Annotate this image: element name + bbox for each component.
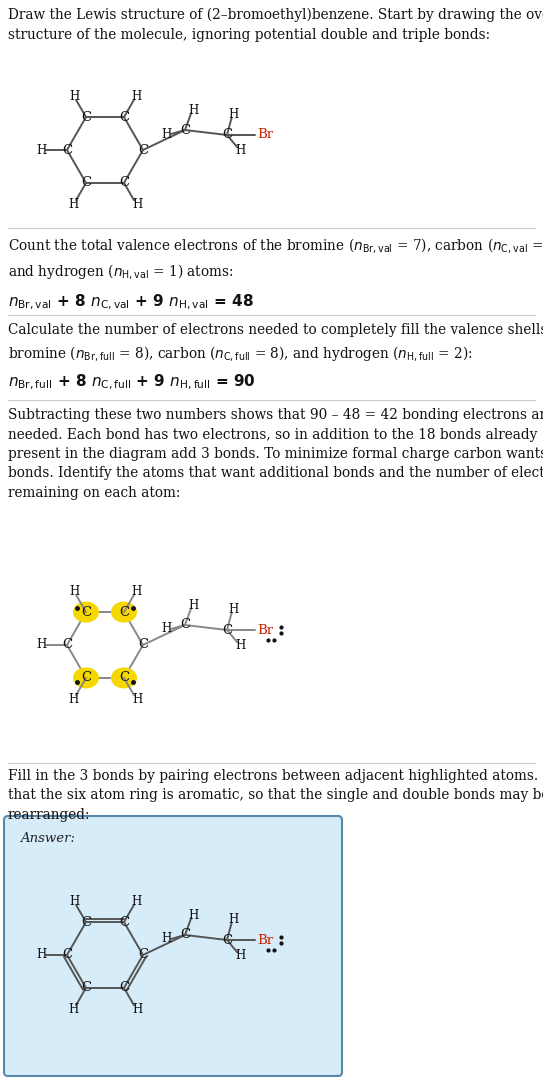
Text: H: H (188, 104, 198, 117)
Text: Count the total valence electrons of the bromine ($n_{\mathrm{Br,val}}$ = 7), ca: Count the total valence electrons of the… (8, 237, 543, 281)
Text: C: C (180, 619, 190, 632)
Text: H: H (36, 144, 46, 157)
Text: C: C (119, 982, 129, 995)
Text: $n_{\mathrm{Br,full}}$ + 8 $n_{\mathrm{C,full}}$ + 9 $n_{\mathrm{H,full}}$ = 90: $n_{\mathrm{Br,full}}$ + 8 $n_{\mathrm{C… (8, 373, 256, 392)
Text: Answer:: Answer: (20, 832, 75, 845)
Ellipse shape (73, 667, 99, 688)
Text: H: H (132, 692, 142, 705)
Text: C: C (138, 144, 148, 157)
Text: H: H (132, 198, 142, 211)
Text: H: H (229, 603, 239, 616)
Text: H: H (229, 913, 239, 927)
Text: Subtracting these two numbers shows that 90 – 48 = 42 bonding electrons are
need: Subtracting these two numbers shows that… (8, 408, 543, 500)
Text: H: H (131, 585, 141, 598)
Text: H: H (68, 198, 78, 211)
Text: H: H (235, 948, 245, 962)
Text: H: H (188, 908, 198, 921)
Text: C: C (81, 606, 91, 619)
Text: C: C (180, 123, 190, 136)
Text: H: H (69, 91, 79, 104)
Text: Br: Br (257, 129, 273, 141)
Ellipse shape (73, 602, 99, 622)
Text: Draw the Lewis structure of (2–bromoethyl)benzene. Start by drawing the overall
: Draw the Lewis structure of (2–bromoethy… (8, 8, 543, 42)
Text: $n_{\mathrm{Br,val}}$ + 8 $n_{\mathrm{C,val}}$ + 9 $n_{\mathrm{H,val}}$ = 48: $n_{\mathrm{Br,val}}$ + 8 $n_{\mathrm{C,… (8, 293, 254, 312)
Text: C: C (81, 110, 91, 123)
Text: Br: Br (257, 933, 273, 946)
Text: H: H (235, 638, 245, 651)
Text: H: H (68, 1002, 78, 1015)
Text: H: H (36, 638, 46, 651)
Text: H: H (131, 91, 141, 104)
Text: C: C (138, 948, 148, 961)
Text: C: C (180, 929, 190, 942)
Text: C: C (222, 933, 232, 946)
Text: H: H (229, 108, 239, 121)
Ellipse shape (111, 602, 137, 622)
Text: H: H (68, 692, 78, 705)
Text: C: C (138, 638, 148, 651)
Text: C: C (81, 672, 91, 685)
Text: C: C (119, 176, 129, 189)
Text: C: C (119, 916, 129, 929)
Text: C: C (62, 638, 72, 651)
Text: Br: Br (257, 623, 273, 636)
Text: Calculate the number of electrons needed to completely fill the valence shells f: Calculate the number of electrons needed… (8, 323, 543, 363)
Text: C: C (119, 672, 129, 685)
Text: H: H (69, 895, 79, 908)
Ellipse shape (111, 667, 137, 688)
Text: H: H (36, 948, 46, 961)
Text: H: H (188, 598, 198, 611)
Text: C: C (62, 948, 72, 961)
Text: C: C (119, 606, 129, 619)
Text: H: H (69, 585, 79, 598)
Text: C: C (81, 916, 91, 929)
Text: H: H (235, 144, 245, 157)
FancyBboxPatch shape (4, 816, 342, 1076)
Text: H: H (161, 932, 171, 945)
Text: C: C (62, 144, 72, 157)
Text: H: H (161, 127, 171, 140)
Text: H: H (132, 1002, 142, 1015)
Text: H: H (161, 622, 171, 635)
Text: H: H (131, 895, 141, 908)
Text: C: C (81, 176, 91, 189)
Text: C: C (119, 110, 129, 123)
Text: C: C (222, 129, 232, 141)
Text: C: C (222, 623, 232, 636)
Text: Fill in the 3 bonds by pairing electrons between adjacent highlighted atoms. Not: Fill in the 3 bonds by pairing electrons… (8, 769, 543, 822)
Text: C: C (81, 982, 91, 995)
